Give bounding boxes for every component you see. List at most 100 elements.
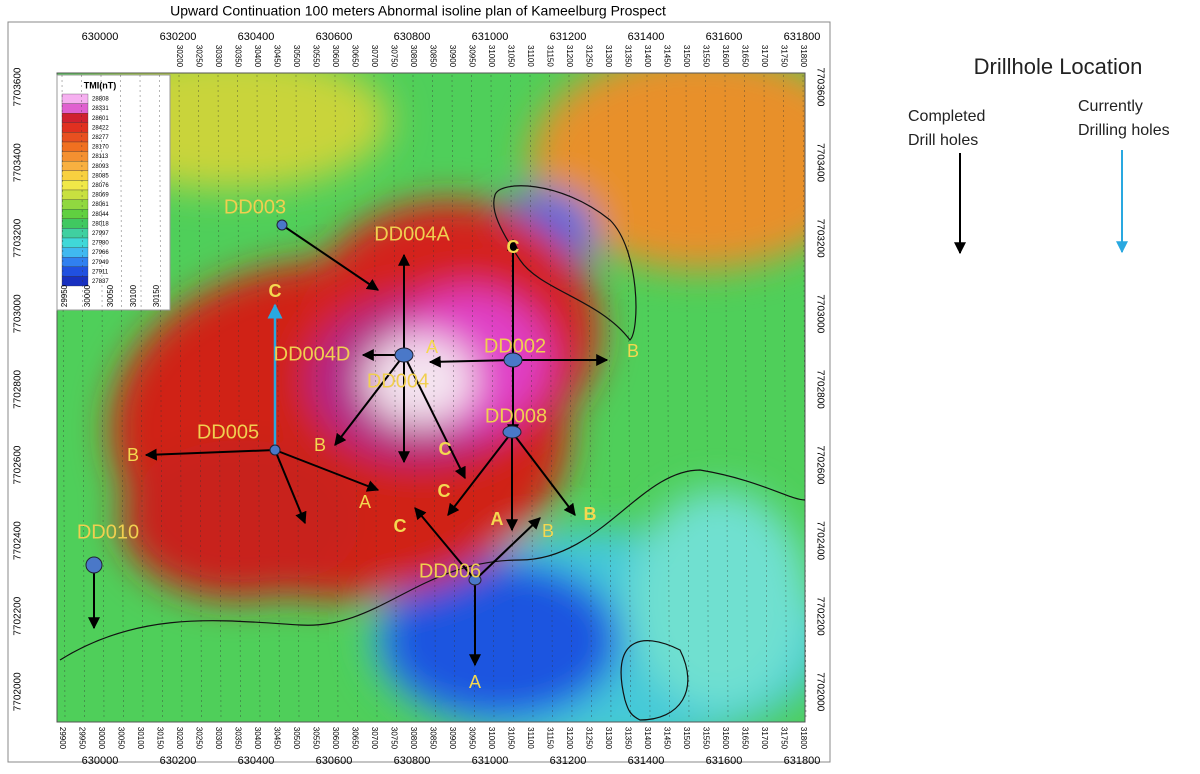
line-label: 31150 [545, 727, 554, 749]
drill-arrow [274, 449, 380, 492]
drill-arrow [403, 354, 466, 480]
colorbar-value: 28277 [92, 135, 109, 141]
drill-arrow [274, 449, 307, 525]
legend-completed: Drill holes [908, 132, 978, 149]
colorbar-swatch [61, 276, 89, 287]
colorbar-value: 28018 [92, 221, 109, 227]
target-label: C [269, 281, 282, 301]
line-label: 31550 [701, 727, 710, 750]
x-coord-label: 630000 [82, 31, 119, 43]
line-label: 31800 [799, 727, 808, 750]
colorbar-swatch [61, 113, 89, 123]
y-coord-label: 7702200 [13, 596, 24, 635]
colorbar-value: 28076 [92, 183, 109, 189]
line-label: 30500 [292, 45, 301, 68]
x-coord-label: 630400 [238, 755, 275, 767]
drill-arrow [428, 355, 514, 368]
line-label: 30200 [175, 45, 184, 68]
line-label: 30350 [233, 727, 242, 750]
legend-drilling: Drilling holes [1078, 122, 1170, 139]
colorbar-line-label: 30100 [129, 284, 138, 307]
x-coord-label: 631800 [784, 755, 821, 767]
x-coord-label: 631600 [706, 31, 743, 43]
line-label: 30450 [272, 45, 281, 68]
colorbar-swatch [61, 93, 89, 104]
line-label: 31400 [643, 45, 652, 68]
legend-title: Drillhole Location [974, 54, 1143, 79]
x-coord-label: 631200 [550, 755, 587, 767]
line-label: 31350 [623, 45, 632, 68]
line-label: 30350 [233, 45, 242, 68]
line-label: 31050 [506, 727, 515, 750]
colorbar-swatch [61, 257, 89, 267]
line-label: 30700 [370, 727, 379, 750]
colorbar-value: 27997 [92, 231, 109, 237]
line-label: 31650 [740, 727, 749, 750]
colorbar-value: 27966 [92, 250, 109, 256]
drill-arrow [334, 354, 405, 446]
line-label: 31250 [584, 727, 593, 750]
line-label: 31700 [760, 727, 769, 750]
target-label: A [491, 509, 504, 529]
y-coord-label: 7703000 [814, 294, 825, 333]
x-coord-label: 630000 [82, 755, 119, 767]
drill-collar [85, 556, 103, 574]
line-label: 30250 [194, 45, 203, 68]
colorbar-swatch [61, 122, 89, 133]
x-coord-label: 631400 [628, 755, 665, 767]
line-label: 30800 [409, 727, 418, 750]
line-label: 31550 [701, 45, 710, 68]
y-coord-label: 7703200 [814, 219, 825, 258]
drill-collar [394, 347, 414, 363]
x-coord-label: 630200 [160, 31, 197, 43]
target-label: B [627, 341, 639, 361]
colorbar-line-label: 30000 [83, 284, 92, 307]
drill-arrow [281, 224, 379, 291]
colorbar-swatch [61, 151, 89, 162]
colorbar-value: 28093 [92, 164, 109, 170]
x-coord-label: 631000 [472, 31, 509, 43]
colorbar: TMI(nT) 28808 28331 28601 28422 28277 28170 28… [56, 74, 171, 311]
drillhole-label: DD010 [77, 521, 139, 543]
target-label: C [394, 516, 407, 536]
y-coord-label: 7703600 [13, 67, 24, 106]
colorbar-swatch [61, 247, 89, 258]
line-label: 31200 [565, 727, 574, 750]
colorbar-value: 28061 [92, 202, 109, 208]
line-label: 31600 [721, 45, 730, 68]
line-label: 29900 [58, 727, 67, 750]
x-coord-label: 630200 [160, 755, 197, 767]
colorbar-value: 27837 [92, 279, 109, 285]
line-label: 30100 [136, 727, 145, 750]
line-label: 31000 [487, 727, 496, 750]
colorbar-swatch [61, 161, 89, 171]
line-label: 30500 [292, 727, 301, 750]
colorbar-swatch [61, 218, 89, 229]
colorbar-swatch [61, 132, 89, 143]
line-label: 30650 [350, 45, 359, 68]
drillhole-label: DD004D [274, 343, 351, 365]
line-label: 31000 [487, 45, 496, 68]
line-label: 31750 [779, 727, 788, 750]
line-label: 30600 [331, 727, 340, 750]
drillhole-label: DD006 [419, 560, 481, 582]
y-coord-label: 7703000 [13, 294, 24, 333]
line-label: 31250 [584, 45, 593, 68]
target-label: A [469, 672, 481, 692]
colorbar-swatch [61, 189, 89, 200]
x-coord-label: 630800 [394, 755, 431, 767]
line-label: 30950 [467, 727, 476, 750]
drillhole-label: DD004A [374, 223, 450, 245]
drill-arrow [447, 431, 513, 516]
line-label: 30800 [409, 45, 418, 68]
line-label: 30200 [175, 727, 184, 750]
drill-collar [468, 574, 482, 586]
target-label: C [507, 237, 520, 257]
line-label: 29950 [77, 727, 86, 750]
line-label: 30650 [350, 727, 359, 750]
line-label: 30400 [253, 727, 262, 750]
drill-arrow [414, 507, 476, 581]
target-label: C [438, 481, 451, 501]
y-coord-label: 7702400 [13, 521, 24, 560]
line-label: 31600 [721, 727, 730, 750]
